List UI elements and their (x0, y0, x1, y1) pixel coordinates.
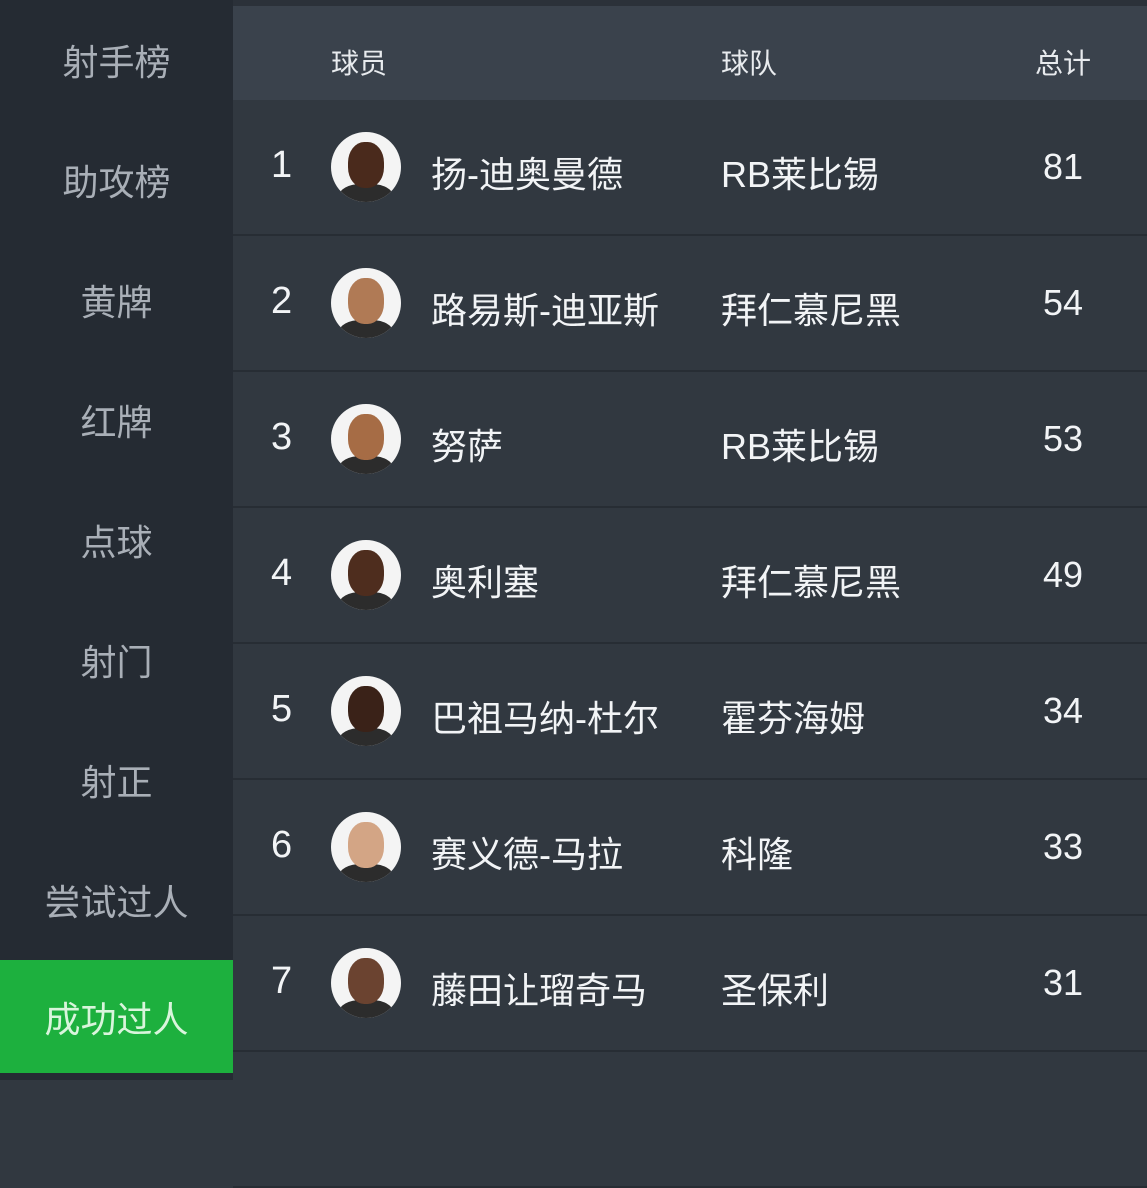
sidebar-item-2[interactable]: 黄牌 (80, 282, 153, 323)
total-value: 33 (1043, 826, 1084, 867)
player-name[interactable]: 路易斯-迪亚斯 (431, 290, 659, 331)
sidebar-item-7[interactable]: 尝试过人 (44, 882, 189, 923)
player-avatar[interactable] (331, 540, 401, 610)
team-name[interactable]: RB莱比锡 (721, 426, 880, 467)
total-value: 31 (1043, 962, 1084, 1003)
player-avatar[interactable] (331, 948, 401, 1018)
sidebar-item-5[interactable]: 射门 (80, 642, 153, 683)
player-name[interactable]: 巴祖马纳-杜尔 (431, 698, 659, 739)
sidebar-item-8[interactable]: 成功过人 (0, 960, 233, 1073)
avatar-head (348, 278, 384, 324)
player-avatar[interactable] (331, 812, 401, 882)
leaderboard-table: 球员 球队 总计 1 扬-迪奥曼德 RB莱比锡 81 2 路易斯-迪亚斯 拜仁慕尼黑 54 3 努… (233, 0, 1147, 1188)
total-value: 49 (1043, 554, 1084, 595)
table-row[interactable]: 5 巴祖马纳-杜尔 霍芬海姆 34 (233, 644, 1147, 780)
avatar-body (339, 728, 393, 746)
rank: 4 (271, 552, 293, 594)
player-name[interactable]: 赛义德-马拉 (431, 834, 623, 875)
stat-category-sidebar: 射手榜助攻榜黄牌红牌点球射门射正尝试过人成功过人 (0, 0, 233, 1080)
team-name[interactable]: 霍芬海姆 (721, 698, 866, 739)
rank: 1 (271, 144, 293, 186)
player-name[interactable]: 扬-迪奥曼德 (431, 154, 623, 195)
avatar-body (339, 456, 393, 474)
header-player: 球员 (331, 48, 388, 79)
rank: 6 (271, 824, 293, 866)
team-name[interactable]: 科隆 (721, 834, 794, 875)
team-name[interactable]: 圣保利 (721, 970, 830, 1011)
player-avatar[interactable] (331, 404, 401, 474)
sidebar-item-6[interactable]: 射正 (80, 762, 153, 803)
top-divider (233, 0, 1147, 6)
avatar-body (339, 184, 393, 202)
player-name[interactable]: 奥利塞 (431, 562, 540, 603)
avatar-body (339, 864, 393, 882)
table-row[interactable]: 2 路易斯-迪亚斯 拜仁慕尼黑 54 (233, 236, 1147, 372)
avatar-head (348, 414, 384, 460)
table-row[interactable]: 6 赛义德-马拉 科隆 33 (233, 780, 1147, 916)
avatar-body (339, 1000, 393, 1018)
header-total: 总计 (1035, 48, 1092, 79)
table-header: 球员 球队 总计 (233, 6, 1147, 100)
avatar-head (348, 822, 384, 868)
total-value: 81 (1043, 146, 1084, 187)
table-row[interactable]: 3 努萨 RB莱比锡 53 (233, 372, 1147, 508)
header-team: 球队 (721, 48, 778, 79)
table-row[interactable]: 1 扬-迪奥曼德 RB莱比锡 81 (233, 100, 1147, 236)
table-row-partial (233, 1052, 1147, 1188)
sidebar-item-4[interactable]: 点球 (80, 522, 153, 563)
player-avatar[interactable] (331, 676, 401, 746)
rank: 3 (271, 416, 293, 458)
sidebar-item-1[interactable]: 助攻榜 (62, 162, 171, 203)
total-value: 53 (1043, 418, 1084, 459)
rank: 7 (271, 960, 293, 1002)
rank: 2 (271, 280, 293, 322)
total-value: 54 (1043, 282, 1084, 323)
total-value: 34 (1043, 690, 1084, 731)
team-name[interactable]: 拜仁慕尼黑 (721, 562, 902, 603)
avatar-head (348, 686, 384, 732)
avatar-head (348, 142, 384, 188)
table-row[interactable]: 7 藤田让瑠奇马 圣保利 31 (233, 916, 1147, 1052)
avatar-head (348, 550, 384, 596)
sidebar-item-3[interactable]: 红牌 (80, 402, 153, 443)
avatar-body (339, 320, 393, 338)
team-name[interactable]: 拜仁慕尼黑 (721, 290, 902, 331)
player-name[interactable]: 努萨 (431, 426, 504, 467)
rank: 5 (271, 688, 293, 730)
table-row[interactable]: 4 奥利塞 拜仁慕尼黑 49 (233, 508, 1147, 644)
player-avatar[interactable] (331, 268, 401, 338)
sidebar-item-0[interactable]: 射手榜 (62, 42, 171, 83)
player-name[interactable]: 藤田让瑠奇马 (431, 970, 648, 1011)
avatar-head (348, 958, 384, 1004)
avatar-body (339, 592, 393, 610)
team-name[interactable]: RB莱比锡 (721, 154, 880, 195)
player-avatar[interactable] (331, 132, 401, 202)
